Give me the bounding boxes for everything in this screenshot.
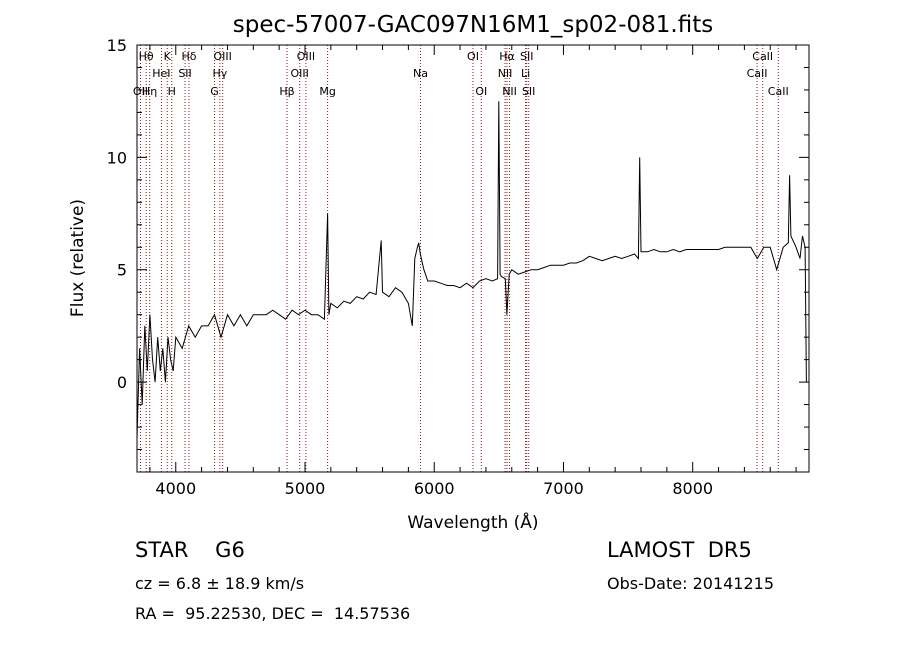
line-marker-label: SII (520, 50, 533, 63)
object-class-text: STAR G6 (135, 538, 245, 562)
spectral-line-markers (139, 45, 779, 472)
line-marker-label: OI (467, 50, 479, 63)
x-tick-label: 7000 (543, 479, 584, 498)
line-marker-label: NII (498, 67, 513, 80)
y-tick-label: 10 (107, 148, 127, 167)
line-marker-label: SII (522, 85, 535, 98)
line-marker-label: CaII (747, 67, 768, 80)
line-marker-label: CaII (768, 85, 789, 98)
x-tick-label: 8000 (672, 479, 713, 498)
x-tick-label: 6000 (414, 479, 455, 498)
line-marker-label: CaII (752, 50, 773, 63)
line-marker-label: OIII (213, 50, 231, 63)
line-marker-label: Hα (499, 50, 515, 63)
chart-title: spec-57007-GAC097N16M1_sp02-081.fits (233, 12, 713, 38)
line-marker-label: NII (502, 85, 517, 98)
x-tick-label: 5000 (285, 479, 326, 498)
line-marker-label: Hδ (181, 50, 196, 63)
line-marker-label: SII (178, 67, 191, 80)
line-marker-label: Li (521, 67, 530, 80)
line-marker-label: OIII (297, 50, 315, 63)
line-marker-label: OI (475, 85, 487, 98)
y-tick-label: 5 (117, 261, 127, 280)
line-marker-label: Na (413, 67, 428, 80)
plot-frame (136, 44, 810, 473)
line-marker-label: Hβ (279, 85, 294, 98)
x-axis-ticks: 4000 5000 6000 7000 8000 (149, 45, 797, 498)
line-marker-label: Hη (142, 85, 157, 98)
y-tick-label: 0 (117, 373, 127, 392)
line-marker-label: H (168, 85, 176, 98)
line-marker-label: Hθ (139, 50, 154, 63)
y-axis-label: Flux (relative) (68, 199, 88, 317)
redshift-text: cz = 6.8 ± 18.9 km/s (135, 574, 305, 593)
spectrum-series-line (136, 101, 807, 439)
y-axis-ticks: 0 5 10 15 (107, 36, 809, 473)
x-tick-label: 4000 (155, 479, 196, 498)
survey-release-text: LAMOST DR5 (607, 538, 752, 562)
y-tick-label: 15 (107, 36, 127, 55)
x-axis-label: Wavelength (Å) (407, 511, 538, 533)
line-marker-label: Hγ (212, 67, 227, 80)
line-marker-label: Mg (319, 85, 335, 98)
line-marker-label: K (164, 50, 172, 63)
line-marker-label: HeI (152, 67, 170, 80)
line-marker-label: OIII (291, 67, 309, 80)
coordinates-text: RA = 95.22530, DEC = 14.57536 (135, 604, 411, 623)
obs-date-text: Obs-Date: 20141215 (607, 574, 775, 593)
spectral-line-labels: OIIHθHηHeIKHSIIHδGHγOIIIHβOIIIOIIIMgNaOI… (133, 50, 789, 98)
line-marker-label: G (210, 85, 219, 98)
